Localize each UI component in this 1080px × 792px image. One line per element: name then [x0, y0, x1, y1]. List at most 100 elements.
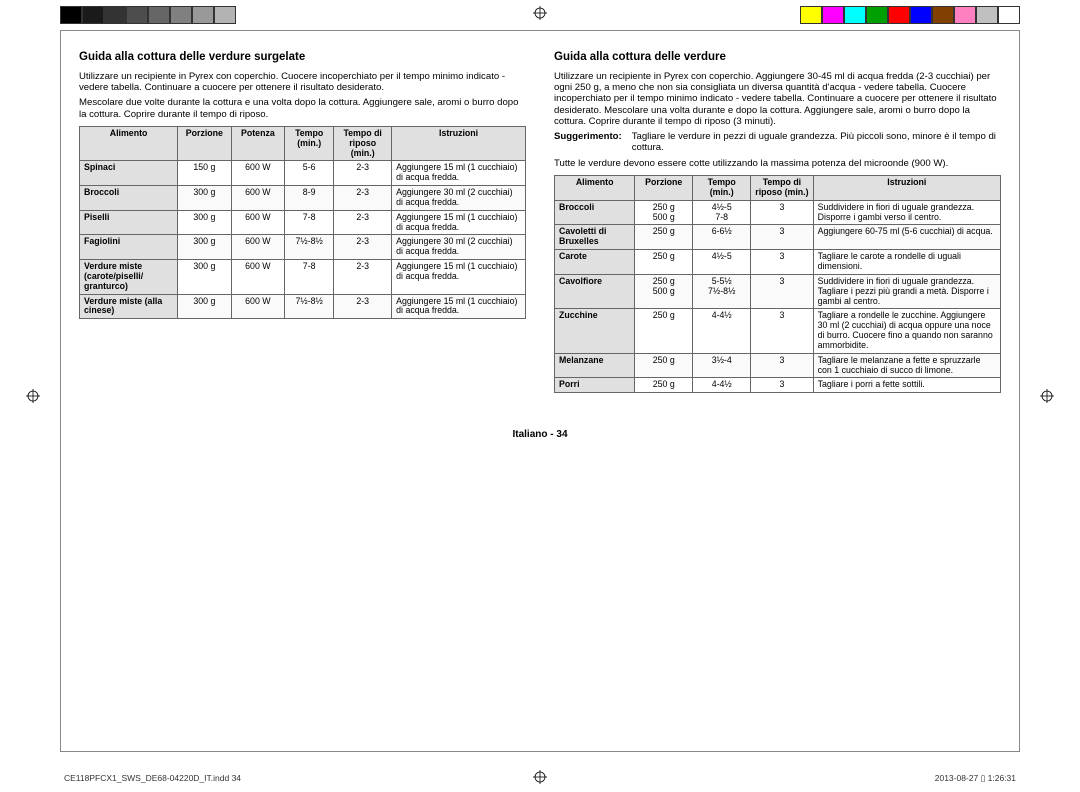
table-header: Alimento: [80, 126, 178, 161]
colorbar-swatch: [932, 6, 954, 24]
table-cell: 2-3: [334, 161, 392, 186]
frozen-veg-table: AlimentoPorzionePotenzaTempo (min.)Tempo…: [79, 126, 526, 320]
table-cell: 250 g: [635, 309, 693, 353]
table-cell: Suddividere in fiori di uguale grandezza…: [813, 274, 1000, 309]
table-cell: 600 W: [231, 210, 285, 235]
table-cell: 4½-57-8: [693, 200, 751, 225]
table-cell: Broccoli: [80, 186, 178, 211]
table-cell: Aggiungere 30 ml (2 cucchiai) di acqua f…: [392, 186, 526, 211]
colorbar-swatch: [170, 6, 192, 24]
print-date: 2013-08-27 ▯ 1:26:31: [935, 773, 1016, 784]
colorbar-swatch: [866, 6, 888, 24]
table-cell: 300 g: [178, 210, 232, 235]
table-header: Istruzioni: [813, 176, 1000, 201]
table-cell: 250 g500 g: [635, 274, 693, 309]
table-cell: 250 g500 g: [635, 200, 693, 225]
table-cell: Aggiungere 15 ml (1 cucchiaio) di acqua …: [392, 294, 526, 319]
right-para-2: Tutte le verdure devono essere cotte uti…: [554, 158, 1001, 169]
table-cell: Broccoli: [555, 200, 635, 225]
table-cell: Spinaci: [80, 161, 178, 186]
table-cell: 6-6½: [693, 225, 751, 250]
table-cell: Aggiungere 15 ml (1 cucchiaio) di acqua …: [392, 260, 526, 295]
table-cell: 8-9: [285, 186, 334, 211]
table-cell: Verdure miste (alla cinese): [80, 294, 178, 319]
table-cell: 250 g: [635, 225, 693, 250]
table-cell: 7-8: [285, 210, 334, 235]
table-cell: Tagliare le melanzane a fette e spruzzar…: [813, 353, 1000, 378]
table-cell: 7-8: [285, 260, 334, 295]
table-cell: 3: [751, 274, 813, 309]
table-cell: 600 W: [231, 260, 285, 295]
table-cell: 3: [751, 250, 813, 275]
table-cell: 5-5½7½-8½: [693, 274, 751, 309]
table-cell: 250 g: [635, 353, 693, 378]
colorbar-swatch: [192, 6, 214, 24]
colorbar-swatch: [148, 6, 170, 24]
page-number: Italiano - 34: [79, 429, 1001, 440]
colorbar-swatch: [214, 6, 236, 24]
table-cell: 5-6: [285, 161, 334, 186]
table-cell: 600 W: [231, 161, 285, 186]
colorbar-swatch: [82, 6, 104, 24]
table-cell: 3: [751, 378, 813, 393]
colorbar-swatch: [954, 6, 976, 24]
table-cell: Aggiungere 60-75 ml (5-6 cucchiai) di ac…: [813, 225, 1000, 250]
colorbar-swatch: [104, 6, 126, 24]
table-cell: 4½-5: [693, 250, 751, 275]
table-cell: 3: [751, 200, 813, 225]
table-cell: Fagiolini: [80, 235, 178, 260]
table-cell: 2-3: [334, 186, 392, 211]
table-cell: 2-3: [334, 235, 392, 260]
table-cell: 3: [751, 225, 813, 250]
print-footer: CE118PFCX1_SWS_DE68-04220D_IT.indd 34 20…: [64, 773, 1016, 784]
right-para-1: Utilizzare un recipiente in Pyrex con co…: [554, 71, 1001, 128]
table-cell: Carote: [555, 250, 635, 275]
table-cell: Tagliare a rondelle le zucchine. Aggiung…: [813, 309, 1000, 353]
table-cell: Melanzane: [555, 353, 635, 378]
table-header: Porzione: [178, 126, 232, 161]
table-cell: Cavoletti di Bruxelles: [555, 225, 635, 250]
colorbar-swatch: [126, 6, 148, 24]
table-cell: Zucchine: [555, 309, 635, 353]
table-cell: Piselli: [80, 210, 178, 235]
page-frame: Guida alla cottura delle verdure surgela…: [60, 30, 1020, 752]
colorbar-swatch: [800, 6, 822, 24]
right-title: Guida alla cottura delle verdure: [554, 51, 1001, 65]
colorbar-swatch: [844, 6, 866, 24]
table-cell: 2-3: [334, 210, 392, 235]
print-file: CE118PFCX1_SWS_DE68-04220D_IT.indd 34: [64, 773, 241, 784]
colorbar-swatch: [998, 6, 1020, 24]
left-column: Guida alla cottura delle verdure surgela…: [79, 51, 526, 393]
table-cell: 3: [751, 309, 813, 353]
table-cell: 300 g: [178, 186, 232, 211]
table-cell: Porri: [555, 378, 635, 393]
table-cell: 2-3: [334, 260, 392, 295]
registration-mark-top: [533, 6, 547, 20]
table-header: Tempo di riposo (min.): [751, 176, 813, 201]
table-cell: 600 W: [231, 186, 285, 211]
colorbar-swatch: [976, 6, 998, 24]
table-cell: Aggiungere 15 ml (1 cucchiaio) di acqua …: [392, 161, 526, 186]
table-cell: Cavolfiore: [555, 274, 635, 309]
table-header: Tempo (min.): [285, 126, 334, 161]
table-cell: 2-3: [334, 294, 392, 319]
table-cell: 300 g: [178, 294, 232, 319]
left-title: Guida alla cottura delle verdure surgela…: [79, 51, 526, 65]
table-header: Porzione: [635, 176, 693, 201]
registration-mark-left: [26, 389, 40, 403]
table-header: Istruzioni: [392, 126, 526, 161]
table-cell: 250 g: [635, 378, 693, 393]
table-cell: Suddividere in fiori di uguale grandezza…: [813, 200, 1000, 225]
table-cell: Tagliare le carote a rondelle di uguali …: [813, 250, 1000, 275]
colorbar-swatch: [910, 6, 932, 24]
colorbar-swatch: [888, 6, 910, 24]
table-cell: 7½-8½: [285, 235, 334, 260]
table-cell: 300 g: [178, 235, 232, 260]
table-cell: Aggiungere 15 ml (1 cucchiaio) di acqua …: [392, 210, 526, 235]
table-cell: 150 g: [178, 161, 232, 186]
registration-mark-right: [1040, 389, 1054, 403]
table-cell: 3: [751, 353, 813, 378]
table-cell: Tagliare i porri a fette sottili.: [813, 378, 1000, 393]
table-header: Potenza: [231, 126, 285, 161]
suggestion-block: Suggerimento: Tagliare le verdure in pez…: [554, 131, 1001, 154]
